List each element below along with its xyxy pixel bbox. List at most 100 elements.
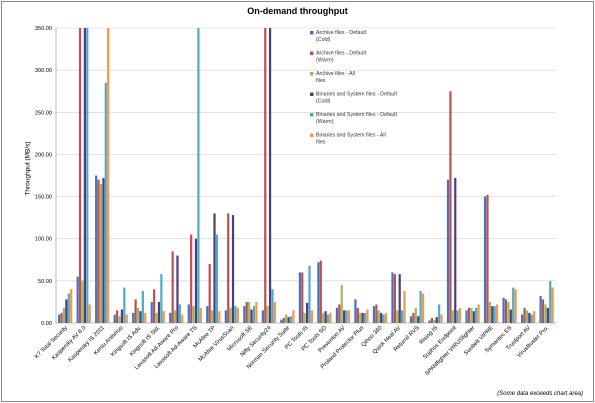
legend-label: Binaries and System files - Default bbox=[316, 92, 397, 98]
bar bbox=[502, 297, 505, 323]
bar bbox=[359, 312, 362, 323]
bar bbox=[264, 28, 267, 323]
bar bbox=[162, 311, 165, 323]
bar bbox=[67, 293, 70, 323]
bar bbox=[153, 289, 156, 323]
bar bbox=[120, 309, 124, 323]
bar bbox=[197, 28, 200, 323]
x-tick-label: K7 Total Security bbox=[34, 325, 69, 360]
bar bbox=[324, 311, 327, 323]
bar bbox=[458, 307, 462, 323]
bar bbox=[292, 310, 295, 323]
bar bbox=[541, 299, 545, 323]
bar bbox=[496, 304, 499, 323]
bar bbox=[261, 310, 264, 323]
bar bbox=[144, 312, 147, 323]
bar bbox=[449, 91, 452, 323]
bar bbox=[343, 310, 346, 323]
bar bbox=[375, 304, 378, 323]
legend-label: Archive files - All bbox=[316, 71, 355, 77]
bar bbox=[107, 28, 110, 323]
bar bbox=[528, 312, 531, 323]
bar bbox=[83, 28, 86, 323]
bar bbox=[382, 314, 385, 323]
bar bbox=[419, 290, 422, 323]
bar bbox=[252, 306, 256, 323]
y-tick-label: 300.00 bbox=[35, 68, 52, 74]
bar bbox=[438, 304, 441, 323]
bar bbox=[81, 280, 84, 323]
bar bbox=[99, 183, 103, 323]
bar bbox=[372, 306, 376, 323]
bar bbox=[213, 213, 216, 323]
bar bbox=[377, 310, 380, 323]
bar bbox=[412, 312, 415, 323]
y-tick-label: 200.00 bbox=[35, 152, 52, 158]
bar bbox=[62, 307, 66, 323]
bar bbox=[491, 306, 494, 323]
bar bbox=[266, 306, 269, 323]
bar bbox=[160, 274, 163, 323]
bar bbox=[199, 307, 202, 323]
legend-label-cont: files bbox=[316, 78, 326, 84]
bar bbox=[208, 264, 211, 323]
bar bbox=[347, 310, 351, 323]
bar bbox=[123, 287, 126, 323]
bar bbox=[250, 309, 253, 323]
bar bbox=[440, 314, 443, 323]
bar bbox=[139, 311, 142, 323]
bar bbox=[509, 309, 512, 323]
bar bbox=[268, 28, 272, 323]
bar bbox=[303, 312, 306, 323]
bar bbox=[549, 280, 552, 323]
bar bbox=[356, 307, 359, 323]
bar bbox=[493, 306, 496, 323]
bar bbox=[366, 309, 369, 323]
bar bbox=[361, 312, 364, 323]
bar bbox=[255, 301, 258, 323]
legend-swatch bbox=[310, 31, 314, 35]
bar bbox=[393, 274, 396, 323]
bar bbox=[215, 234, 219, 323]
legend-swatch bbox=[310, 72, 314, 76]
bar bbox=[310, 310, 314, 323]
bar bbox=[335, 307, 339, 323]
bar bbox=[173, 310, 177, 323]
bar bbox=[76, 276, 79, 323]
bar bbox=[551, 287, 554, 323]
y-tick-label: 50.00 bbox=[38, 279, 52, 285]
bar bbox=[533, 311, 536, 323]
bar bbox=[301, 272, 304, 323]
legend-label: Archive files - Default bbox=[316, 51, 367, 57]
bar bbox=[384, 312, 388, 323]
bar bbox=[132, 312, 135, 323]
bar bbox=[338, 304, 341, 323]
bar bbox=[409, 316, 413, 323]
bar bbox=[104, 82, 107, 324]
bar bbox=[229, 307, 232, 323]
bar bbox=[187, 304, 190, 323]
bar bbox=[285, 314, 288, 323]
bar bbox=[192, 306, 195, 323]
bar bbox=[401, 310, 404, 323]
bar bbox=[58, 314, 61, 323]
bar bbox=[472, 311, 475, 323]
bar bbox=[97, 179, 100, 323]
y-tick-label: 100.00 bbox=[35, 237, 52, 243]
bar bbox=[398, 274, 401, 323]
bar bbox=[467, 307, 471, 323]
bar bbox=[282, 317, 285, 323]
bar bbox=[446, 179, 450, 323]
bar bbox=[396, 310, 399, 323]
bar bbox=[248, 301, 251, 323]
y-tick-label: 0.00 bbox=[41, 321, 52, 327]
bar bbox=[169, 312, 172, 323]
bar bbox=[465, 310, 468, 323]
bar bbox=[245, 301, 248, 323]
bar bbox=[136, 307, 140, 323]
bar bbox=[530, 314, 533, 323]
bar bbox=[298, 272, 301, 323]
x-tick-label: Sophos Endpoint bbox=[422, 325, 458, 361]
y-tick-label: 250.00 bbox=[35, 110, 52, 116]
